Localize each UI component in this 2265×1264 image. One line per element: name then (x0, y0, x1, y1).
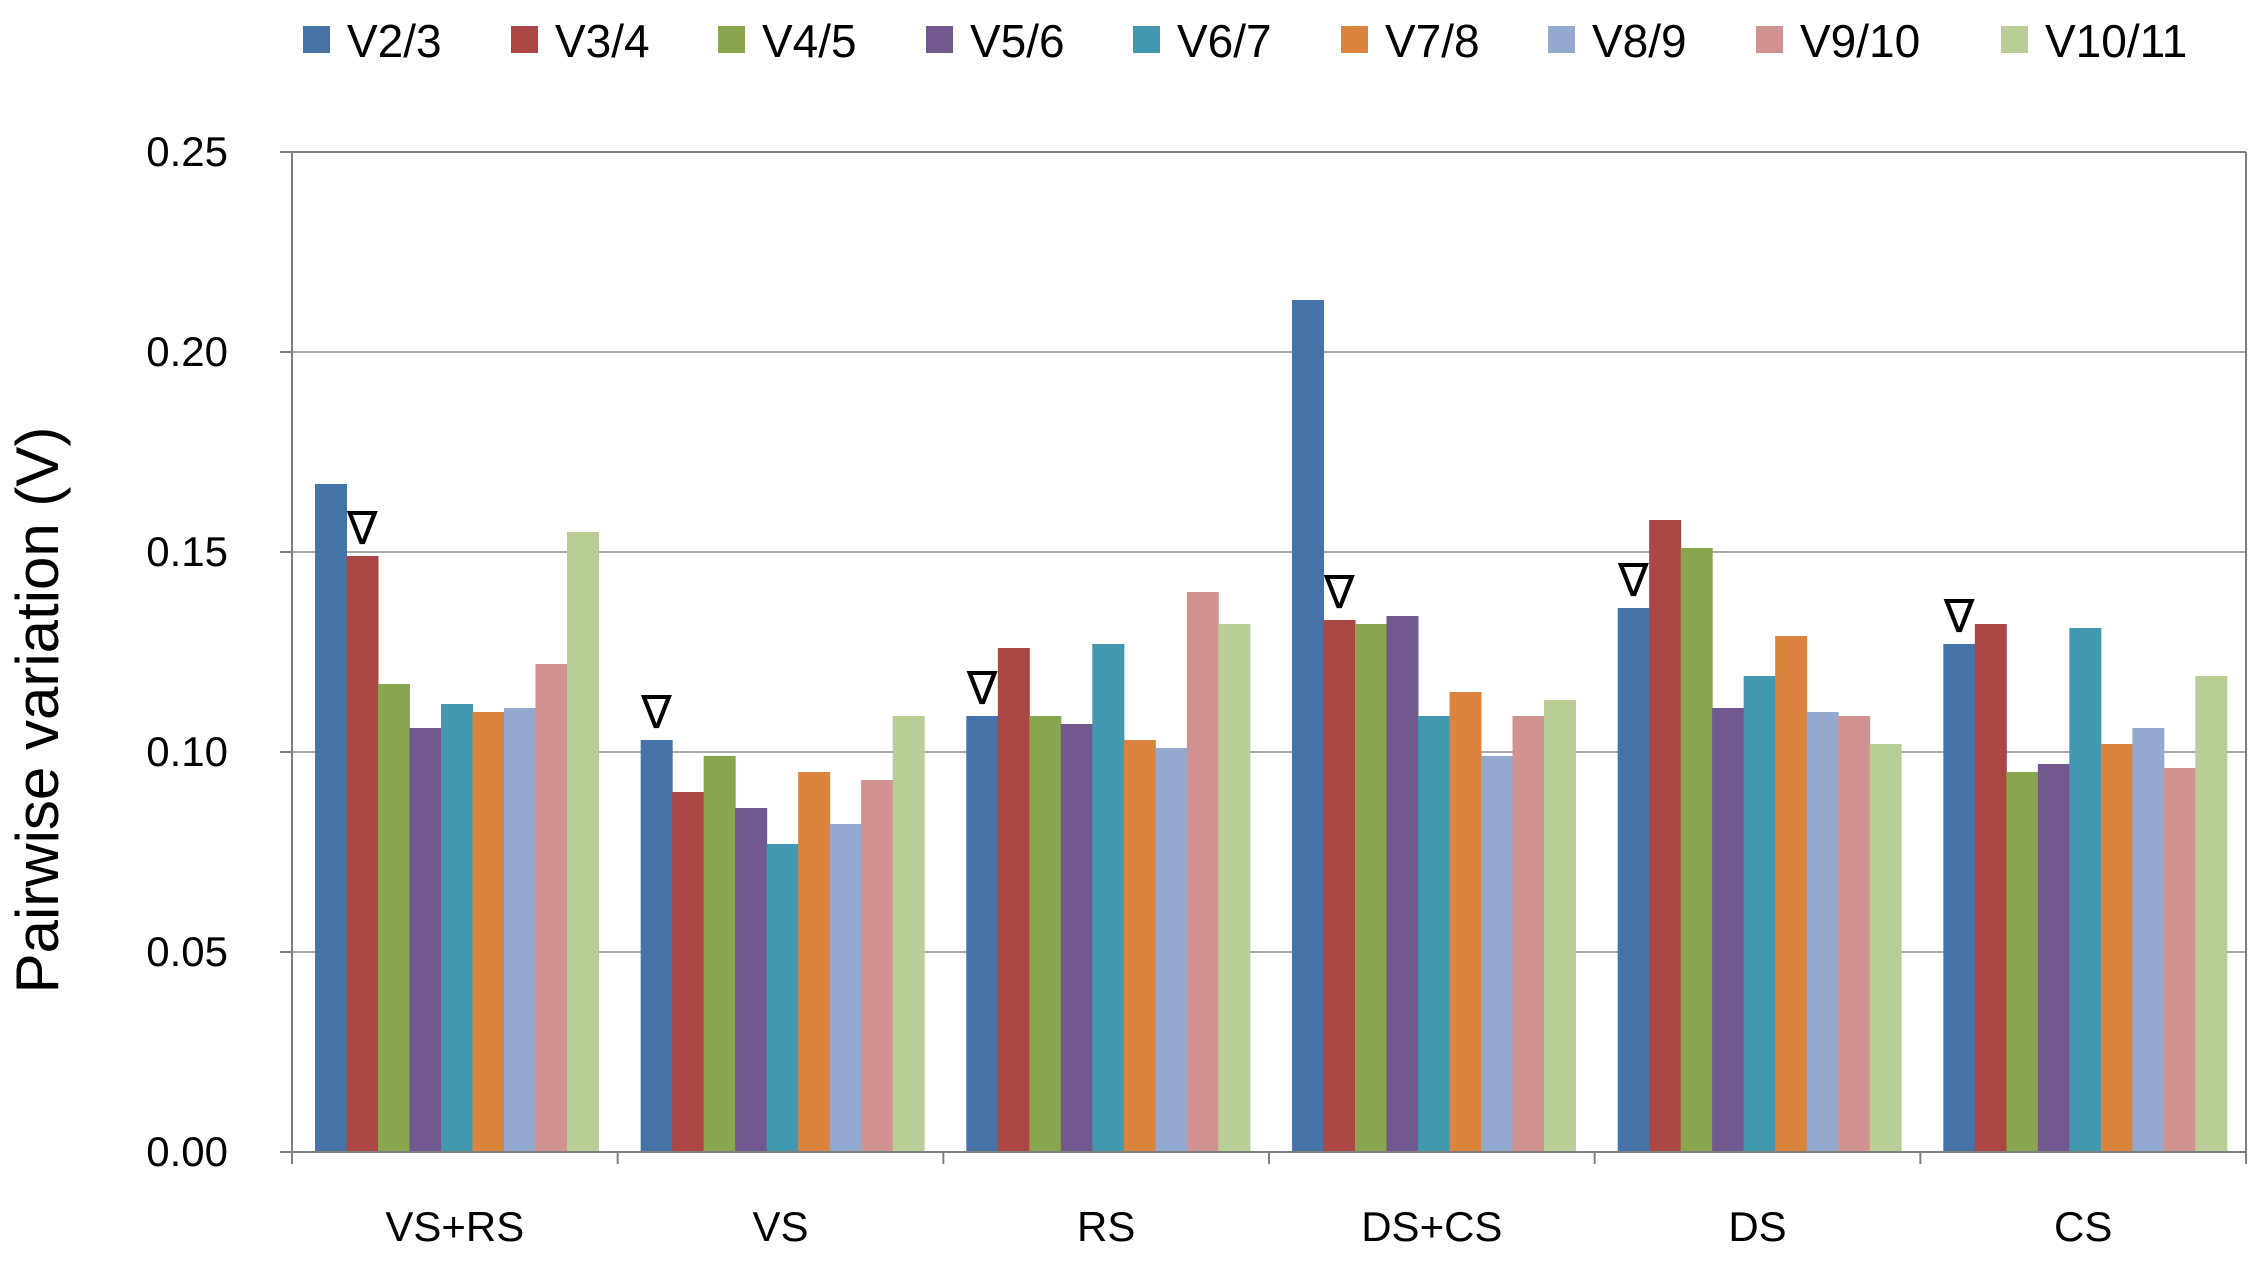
legend-label: V8/9 (1592, 15, 1687, 67)
bar (1712, 708, 1745, 1152)
legend-swatch (1341, 26, 1368, 53)
bar (1060, 724, 1093, 1152)
bar (829, 824, 862, 1152)
annotation-marker: ∇ (1943, 589, 1975, 643)
legend-swatch (303, 26, 330, 53)
bar (1743, 676, 1776, 1152)
y-tick-labels: 0.00 0.05 0.10 0.15 0.20 0.25 (146, 128, 228, 1175)
y-tick-label: 0.05 (146, 928, 228, 975)
x-category-label: DS (1728, 1203, 1786, 1250)
bar (346, 556, 379, 1152)
bar (997, 648, 1030, 1152)
bar (1481, 756, 1513, 1152)
annotation-marker: ∇ (1617, 553, 1649, 607)
bar (1123, 740, 1156, 1152)
bar (1449, 692, 1482, 1152)
x-category-label: DS+CS (1361, 1203, 1502, 1250)
legend: V2/3 V3/4 V4/5 V5/6 V6/7 V7/8 V8/9 V9/10 V10/11 (303, 15, 2187, 67)
bar (1869, 744, 1902, 1152)
y-tick-label: 0.20 (146, 328, 228, 375)
y-tick-label: 0.10 (146, 728, 228, 775)
bar (861, 780, 894, 1152)
bar (2069, 628, 2102, 1152)
bar (1418, 716, 1450, 1152)
bar (535, 664, 568, 1152)
bar (1218, 624, 1251, 1152)
bar (378, 684, 410, 1152)
bar (567, 532, 599, 1152)
legend-label: V7/8 (1385, 15, 1480, 67)
legend-label: V6/7 (1177, 15, 1272, 67)
bar (766, 844, 799, 1152)
legend-label: V2/3 (347, 15, 442, 67)
legend-label: V9/10 (1800, 15, 1920, 67)
bar (1838, 716, 1871, 1152)
bars (315, 300, 2228, 1152)
bar (1186, 592, 1219, 1152)
annotation-marker: ∇ (346, 501, 378, 555)
annotation-marker: ∇ (1323, 565, 1355, 619)
legend-swatch (1756, 26, 1783, 53)
legend-swatch (2001, 26, 2028, 53)
bar (892, 716, 925, 1152)
bar (1775, 636, 1808, 1152)
bar (1649, 520, 1682, 1152)
y-tick-label: 0.00 (146, 1128, 228, 1175)
x-category-labels: VS+RS VS RS DS+CS DS CS (385, 1203, 2112, 1250)
legend-swatch (1133, 26, 1160, 53)
bar (1355, 624, 1387, 1152)
annotation-marker: ∇ (966, 661, 998, 715)
bar (672, 792, 705, 1152)
annotation-marker: ∇ (640, 685, 672, 739)
bar (1680, 548, 1713, 1152)
legend-label: V5/6 (970, 15, 1065, 67)
bar (1943, 644, 1976, 1152)
bar (441, 704, 473, 1152)
bar (1974, 624, 2007, 1152)
y-tick-label: 0.15 (146, 528, 228, 575)
bar (2037, 764, 2070, 1152)
bar (472, 712, 505, 1152)
bar (2132, 728, 2165, 1152)
legend-label: V4/5 (762, 15, 857, 67)
legend-label: V3/4 (555, 15, 650, 67)
x-category-label: CS (2054, 1203, 2112, 1250)
bar (1386, 616, 1419, 1152)
legend-swatch (511, 26, 538, 53)
bar (1029, 716, 1062, 1152)
axes (280, 151, 2247, 1164)
y-axis-title: Pairwise variation (V) (4, 427, 71, 994)
x-category-label: VS (752, 1203, 808, 1250)
bar (2195, 676, 2228, 1152)
legend-swatch (926, 26, 953, 53)
legend-swatch (1548, 26, 1575, 53)
legend-swatch (718, 26, 745, 53)
bar (1544, 700, 1576, 1152)
bar (2100, 744, 2133, 1152)
bar (1323, 620, 1356, 1152)
legend-label: V10/11 (2045, 15, 2187, 67)
bar (966, 716, 999, 1152)
bar (1292, 300, 1324, 1152)
bar (315, 484, 347, 1152)
bar (1512, 716, 1545, 1152)
bar (1155, 748, 1188, 1152)
bar (2006, 772, 2039, 1152)
x-category-label: RS (1077, 1203, 1135, 1250)
bar (409, 728, 442, 1152)
bar (798, 772, 831, 1152)
x-category-label: VS+RS (385, 1203, 524, 1250)
annotations: ∇ ∇ ∇ ∇ ∇ ∇ (346, 501, 1975, 739)
bar (735, 808, 768, 1152)
bar (1806, 712, 1839, 1152)
bar (640, 740, 673, 1152)
bar (1617, 608, 1650, 1152)
bar (703, 756, 736, 1152)
y-tick-label: 0.25 (146, 128, 228, 175)
bar (2163, 768, 2196, 1152)
bar (1092, 644, 1125, 1152)
bar (504, 708, 536, 1152)
